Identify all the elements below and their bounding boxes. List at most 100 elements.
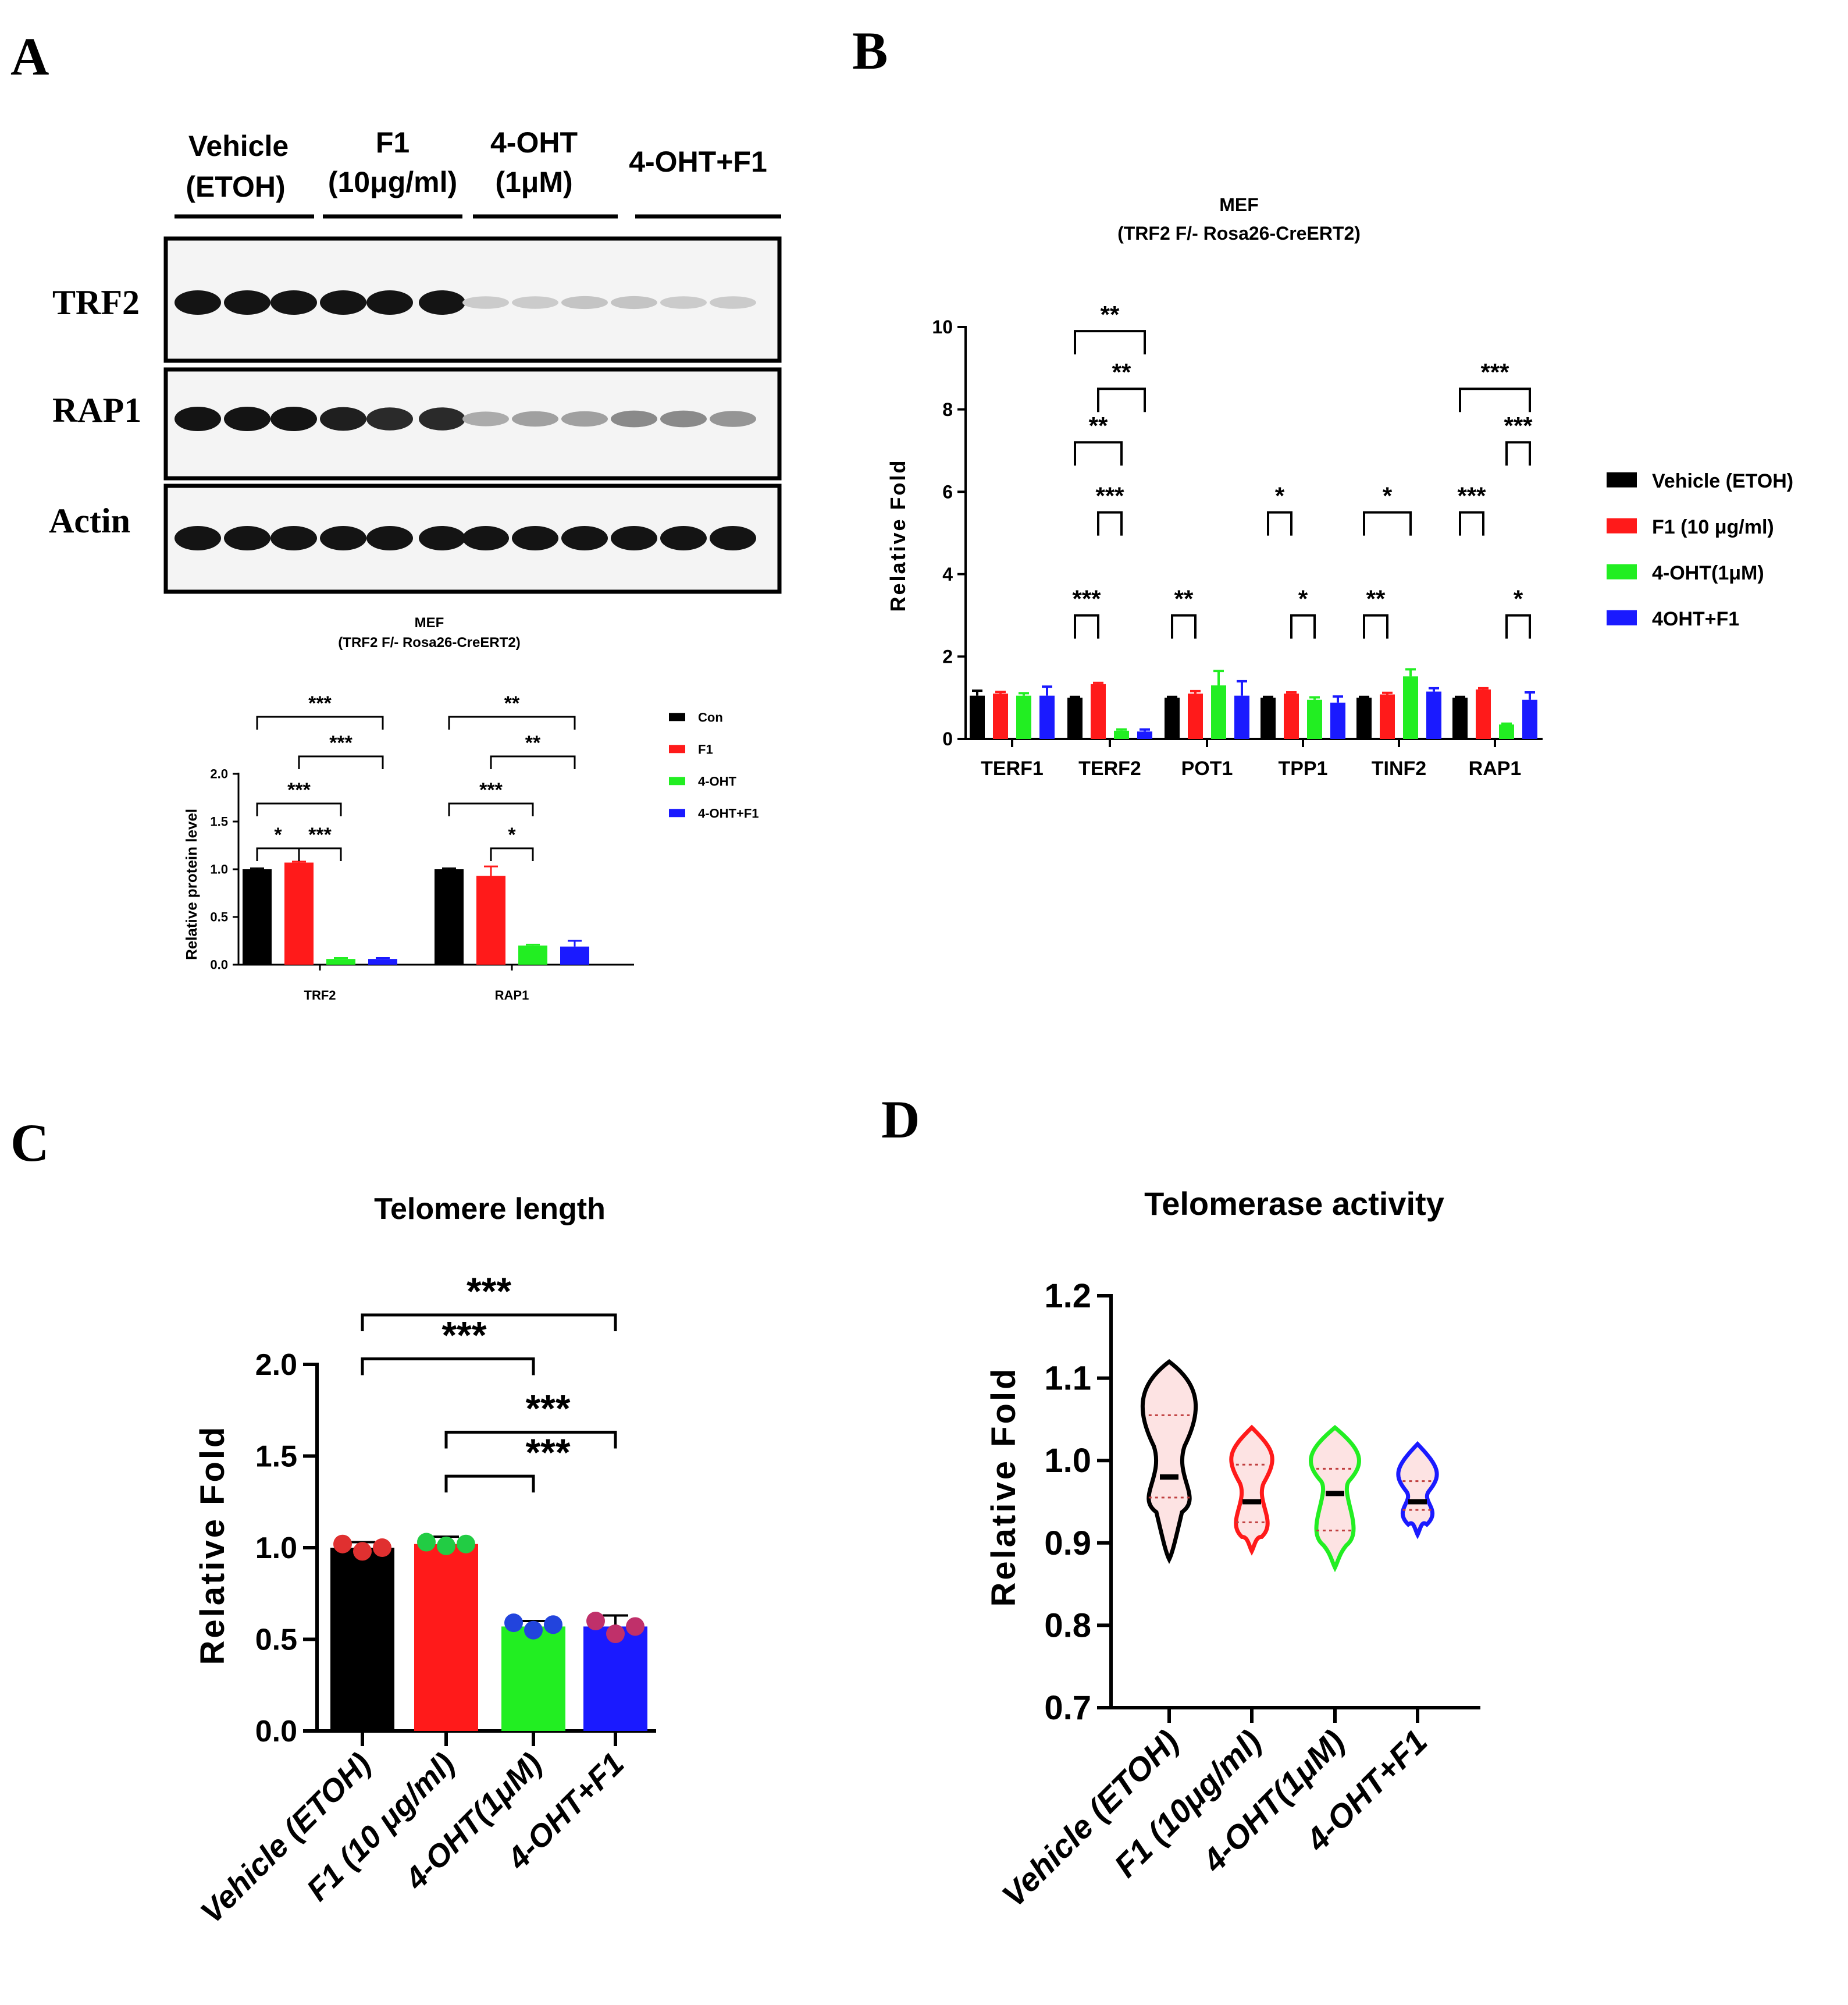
significance-label: *** <box>1480 358 1509 386</box>
blot-band <box>224 526 270 550</box>
blot-group-label: (10μg/ml) <box>328 166 457 198</box>
data-point <box>373 1538 391 1557</box>
y-tick-label: 1.5 <box>210 815 228 829</box>
y-tick-label: 0.5 <box>255 1623 297 1657</box>
data-point <box>586 1612 605 1630</box>
bar <box>501 1626 565 1731</box>
significance-bracket <box>490 755 576 769</box>
bar <box>1452 698 1468 739</box>
data-point <box>504 1613 523 1633</box>
violin <box>1140 1359 1198 1564</box>
y-tick-label: 0.0 <box>210 958 228 972</box>
bar <box>1426 691 1441 739</box>
significance-bracket <box>1074 614 1099 639</box>
y-tick-label: 1.1 <box>1044 1360 1091 1398</box>
y-tick-label: 0.7 <box>1044 1689 1091 1727</box>
significance-bracket <box>1505 441 1531 466</box>
bar <box>1039 695 1055 739</box>
blot-band <box>419 290 465 315</box>
chart-b: MEF (TRF2 F/- Rosa26-CreERT2) Relative F… <box>886 194 1793 780</box>
blot-band <box>561 411 608 427</box>
legend-label: 4OHT+F1 <box>1652 608 1739 630</box>
chart-subtitle: (TRF2 F/- Rosa26-CreERT2) <box>1117 223 1361 244</box>
blot-band <box>512 411 558 427</box>
significance-label: ** <box>1089 412 1108 439</box>
significance-bracket <box>1505 614 1531 639</box>
legend-swatch <box>669 745 685 753</box>
bar <box>476 876 505 965</box>
bar <box>1137 731 1152 739</box>
significance-bracket <box>490 847 534 861</box>
blot-band <box>611 410 657 428</box>
significance-label: ** <box>504 692 520 714</box>
significance-label: *** <box>467 1270 511 1313</box>
significance-label: *** <box>329 732 352 754</box>
significance-bracket <box>444 1474 535 1493</box>
data-point <box>524 1620 543 1640</box>
blot-band <box>175 526 221 550</box>
y-tick-label: 10 <box>932 317 953 337</box>
bar <box>1330 702 1345 739</box>
blot-band <box>320 407 366 431</box>
blot-band <box>710 526 756 550</box>
y-tick-label: 8 <box>942 399 953 420</box>
y-tick-label: 1.0 <box>1044 1442 1091 1480</box>
bar <box>1165 698 1180 739</box>
significance-label: *** <box>479 779 503 801</box>
legend-label: 4-OHT+F1 <box>698 806 759 821</box>
bar <box>284 862 314 965</box>
significance-bracket <box>1363 614 1388 639</box>
significance-label: *** <box>308 692 332 714</box>
significance-bracket <box>448 802 534 816</box>
violin <box>1229 1424 1274 1556</box>
bar <box>993 694 1008 739</box>
x-tick-label: TPP1 <box>1278 758 1327 780</box>
panel-letter-a: A <box>10 27 49 86</box>
chart-title: Telomerase activity <box>1144 1185 1444 1222</box>
significance-bracket <box>444 1431 617 1449</box>
bar <box>1234 695 1249 739</box>
y-tick-label: 2 <box>942 646 953 667</box>
legend-swatch <box>1607 564 1637 580</box>
legend-label: F1 <box>698 742 713 757</box>
significance-bracket <box>256 802 342 816</box>
significance-bracket <box>361 1313 617 1331</box>
significance-label: * <box>1298 585 1308 613</box>
significance-bracket <box>1074 330 1146 355</box>
blot-band <box>175 407 221 431</box>
legend-label: 4-OHT <box>698 774 737 789</box>
bar <box>1188 694 1203 739</box>
significance-bracket <box>1171 614 1197 639</box>
significance-label: * <box>1383 482 1393 510</box>
significance-label: *** <box>441 1314 486 1357</box>
chart-title: MEF <box>1219 194 1259 215</box>
blot-row-label: RAP1 <box>52 391 141 429</box>
y-axis-label: Relative Fold <box>886 458 910 612</box>
significance-label: * <box>1275 482 1285 510</box>
blot-band <box>270 290 317 315</box>
legend-swatch <box>669 713 685 721</box>
blot-row-label: TRF2 <box>52 283 140 322</box>
y-axis-label: Relative protein level <box>183 809 200 960</box>
bar <box>1499 724 1514 739</box>
y-tick-label: 0.5 <box>210 910 228 925</box>
blot-band <box>660 410 707 428</box>
legend-swatch <box>669 809 685 817</box>
panel-letter-c: C <box>10 1113 49 1172</box>
blot-band <box>710 411 756 427</box>
blot-band <box>270 526 317 550</box>
y-tick-label: 4 <box>942 564 953 585</box>
y-tick-label: 1.0 <box>210 862 228 877</box>
significance-bracket <box>256 716 384 730</box>
significance-bracket <box>1459 388 1531 413</box>
y-tick-label: 0.9 <box>1044 1524 1091 1562</box>
bar <box>560 946 589 965</box>
significance-label: *** <box>1457 482 1486 510</box>
bar <box>1476 689 1491 739</box>
blot-band <box>419 526 465 550</box>
significance-label: ** <box>1174 585 1194 613</box>
blot-band <box>561 526 608 550</box>
significance-bracket <box>1290 614 1316 639</box>
bar <box>1114 730 1129 739</box>
legend-label: F1 (10 μg/ml) <box>1652 516 1774 538</box>
